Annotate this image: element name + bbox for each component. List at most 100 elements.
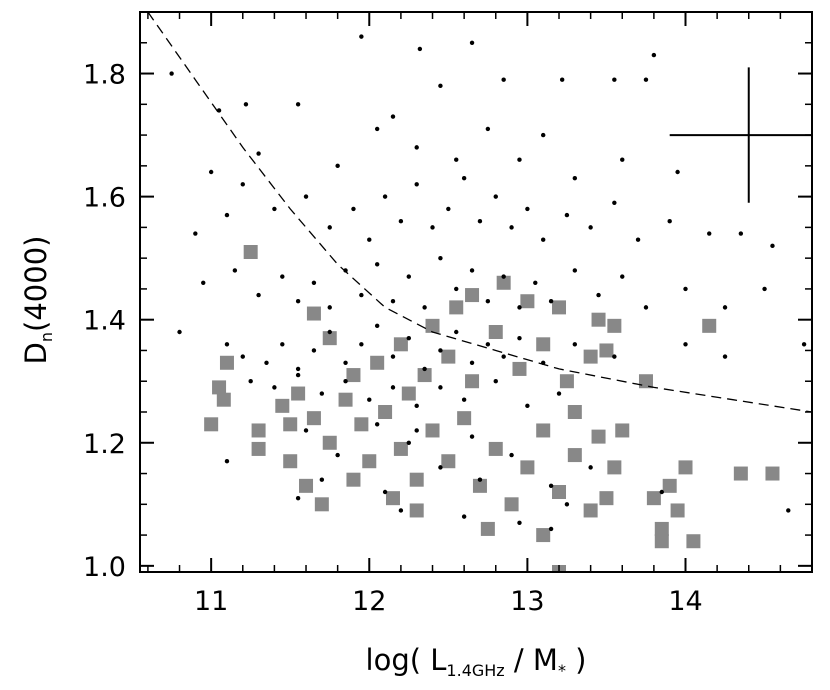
dot-point	[335, 163, 340, 169]
dot-point	[319, 477, 325, 482]
dot-point	[541, 132, 546, 138]
square-point	[362, 454, 377, 469]
dot-point	[485, 126, 491, 132]
y-tick-label: 1.0	[83, 552, 126, 583]
dot-point	[201, 280, 206, 285]
dot-point	[327, 329, 332, 335]
dot-point	[367, 237, 372, 242]
square-point	[204, 417, 219, 432]
dot-point	[596, 292, 601, 298]
dot-point	[303, 194, 309, 199]
square-series	[204, 245, 780, 572]
dot-point	[485, 299, 491, 304]
dot-point	[620, 157, 625, 162]
dot-point	[224, 212, 230, 218]
dot-point	[351, 206, 356, 212]
dot-point	[406, 440, 411, 445]
square-point	[520, 460, 535, 475]
square-point	[599, 491, 614, 506]
y-axis-title: Dn(4000)	[19, 236, 56, 365]
dot-point	[572, 342, 578, 347]
dot-point	[438, 385, 443, 390]
square-point	[552, 300, 567, 315]
dot-point	[635, 237, 641, 242]
dot-point	[406, 335, 411, 341]
square-point	[457, 411, 472, 426]
dot-point	[548, 483, 554, 489]
square-point	[465, 374, 480, 389]
dot-point	[620, 274, 625, 279]
dot-point	[525, 206, 530, 212]
dot-point	[454, 157, 459, 162]
square-point	[216, 392, 231, 407]
dot-point	[707, 231, 712, 236]
dot-point	[390, 299, 396, 304]
y-tick-label: 1.2	[83, 429, 126, 460]
square-point	[559, 374, 574, 389]
dot-point	[295, 299, 301, 304]
square-point	[662, 478, 677, 493]
square-point	[512, 361, 527, 376]
square-point	[283, 454, 298, 469]
square-point	[385, 491, 400, 506]
square-point	[409, 472, 424, 487]
square-point	[378, 405, 393, 419]
dot-point	[659, 489, 664, 495]
square-point	[393, 337, 408, 352]
square-point	[299, 478, 314, 493]
square-point	[425, 423, 440, 438]
dot-point	[193, 231, 198, 236]
dot-point	[359, 342, 364, 347]
dot-point	[422, 366, 427, 372]
plot-area	[147, 12, 812, 572]
square-point	[615, 423, 630, 438]
dot-point	[469, 40, 475, 45]
square-point	[346, 472, 361, 487]
dot-point	[390, 354, 396, 359]
square-point	[449, 300, 464, 315]
square-point	[496, 275, 511, 290]
dot-point	[454, 329, 459, 335]
square-point	[322, 435, 337, 450]
dot-point	[509, 452, 514, 458]
square-point	[583, 349, 598, 364]
dot-point	[169, 71, 174, 76]
dot-point	[477, 477, 483, 482]
square-point	[314, 497, 329, 512]
dot-point	[667, 219, 672, 224]
dot-point	[319, 391, 325, 396]
dot-point	[438, 348, 443, 353]
dot-point	[533, 280, 538, 285]
dot-point	[493, 194, 498, 199]
x-tick-label: 12	[352, 586, 386, 617]
dot-point	[311, 280, 317, 285]
dot-point	[327, 305, 332, 310]
dot-point	[414, 428, 419, 433]
dot-point	[651, 52, 657, 58]
square-point	[354, 417, 369, 432]
dot-point	[446, 206, 451, 212]
dot-point	[564, 502, 570, 507]
dot-point	[501, 354, 506, 359]
square-point	[646, 491, 661, 506]
dot-point	[232, 268, 238, 273]
x-tick-label: 13	[510, 586, 544, 617]
dot-point	[224, 459, 230, 464]
y-tick-label: 1.4	[83, 306, 126, 337]
dot-point	[469, 268, 475, 273]
dot-point	[738, 231, 744, 236]
square-point	[591, 312, 606, 327]
dot-point	[461, 514, 467, 519]
dot-point	[722, 354, 728, 359]
square-point	[472, 478, 487, 493]
dot-point	[343, 379, 348, 384]
dot-point	[556, 391, 562, 396]
dot-point	[367, 397, 372, 402]
dot-point	[343, 360, 348, 365]
dot-point	[327, 225, 332, 230]
dot-point	[643, 305, 649, 310]
dot-point	[461, 397, 467, 402]
dashed-fit-line	[147, 12, 812, 413]
dot-point	[683, 286, 688, 292]
dot-point	[177, 329, 182, 335]
